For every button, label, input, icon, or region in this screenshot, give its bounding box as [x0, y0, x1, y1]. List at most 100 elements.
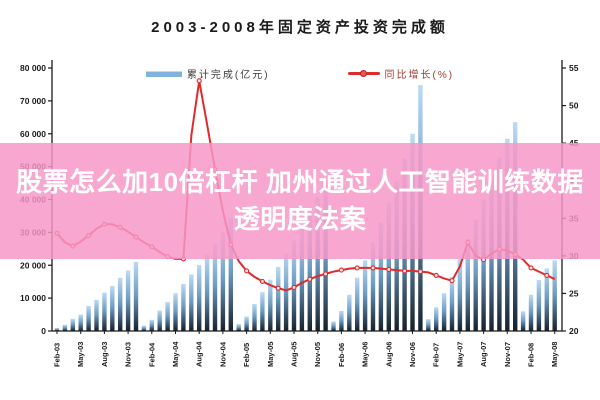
bar	[197, 264, 202, 331]
x-tick-label: Aug-05	[290, 342, 299, 367]
x-tick-label: Feb-04	[147, 342, 156, 367]
x-tick-label: Feb-08	[527, 343, 536, 367]
data-point-marker	[275, 285, 281, 291]
bar	[465, 238, 470, 331]
bar	[141, 325, 147, 331]
x-tick-label: May-07	[455, 342, 464, 367]
bar	[528, 294, 534, 331]
data-point-marker	[417, 269, 423, 275]
bar	[457, 258, 463, 331]
y-left-tick-label: 10 000	[20, 293, 46, 303]
bar	[426, 319, 431, 331]
data-point-marker	[544, 272, 550, 278]
legend-bar-label: 累计完成(亿元)	[186, 70, 270, 81]
x-tick-label: Nov-03	[124, 342, 133, 367]
x-tick-label: Aug-06	[384, 342, 393, 367]
data-point-marker	[196, 78, 202, 84]
bar-swatch-icon	[145, 70, 182, 77]
data-point-marker	[354, 265, 360, 271]
x-tick-label: Nov-06	[408, 342, 417, 367]
bar	[481, 199, 486, 331]
data-point-marker	[528, 265, 534, 271]
bar	[370, 242, 376, 331]
data-point-marker	[433, 272, 439, 278]
y-right-tick-label: 20	[569, 326, 579, 336]
y-right-tick-label: 50	[569, 101, 579, 111]
legend-item-line: 同比增长(%)	[347, 66, 455, 81]
bar	[362, 260, 368, 331]
bar	[54, 328, 60, 331]
bar	[536, 280, 542, 331]
chart-title: 2003-2008年固定资产投资完成额	[151, 19, 449, 36]
bar	[441, 293, 447, 331]
bar	[78, 314, 83, 331]
bar	[339, 310, 344, 331]
bar	[125, 270, 131, 331]
bar	[110, 286, 115, 331]
bar	[94, 299, 99, 331]
bar	[220, 232, 226, 331]
data-point-marker	[323, 271, 329, 277]
bar	[157, 310, 162, 331]
bar	[173, 293, 178, 331]
bar	[149, 319, 154, 331]
bar	[62, 324, 68, 331]
bar	[236, 324, 241, 331]
y-right-tick-label: 25	[569, 288, 579, 298]
headline-overlay: 股票怎么加10倍杠杆 加州通过人工智能训练数据 透明度法案	[0, 143, 600, 259]
x-tick-label: Aug-07	[479, 342, 488, 367]
legend-line-label: 同比增长(%)	[384, 70, 455, 81]
bar	[378, 222, 384, 331]
bar	[181, 284, 186, 331]
x-tick-label: Nov-05	[313, 342, 322, 367]
x-tick-label: May-08	[550, 342, 559, 367]
bar	[544, 268, 549, 331]
x-tick-label: Feb-05	[242, 343, 251, 367]
bar	[189, 274, 194, 331]
bar	[165, 302, 170, 331]
y-left-tick-label: 20 000	[20, 260, 46, 270]
y-left-tick-label: 0	[41, 326, 46, 336]
bar	[299, 226, 305, 331]
bar	[252, 304, 257, 331]
bar	[244, 316, 249, 331]
x-tick-label: May-04	[171, 341, 180, 367]
bar	[86, 306, 91, 331]
x-tick-label: Nov-07	[503, 342, 512, 367]
bar	[102, 292, 107, 331]
bar	[276, 266, 281, 331]
bar	[355, 277, 360, 331]
bar	[315, 196, 320, 331]
bar	[204, 255, 210, 331]
bar	[212, 244, 218, 331]
data-point-marker	[402, 268, 408, 274]
x-tick-label: Feb-07	[432, 343, 441, 367]
data-point-marker	[386, 266, 392, 272]
y-left-tick-label: 60 000	[20, 129, 46, 139]
bar	[434, 307, 439, 331]
bar	[118, 277, 123, 331]
line-swatch-icon	[347, 70, 380, 77]
bar	[347, 294, 352, 331]
bar	[268, 279, 273, 331]
chart-legend: 累计完成(亿元) 同比增长(%)	[0, 66, 600, 81]
x-tick-label: Aug-03	[100, 342, 109, 367]
data-point-marker	[338, 267, 344, 273]
x-axis: Feb-03 May-03 Aug-03 Nov-03 Feb-04 May-04 Aug-…	[53, 331, 559, 367]
bar	[473, 219, 478, 331]
headline-line-1: 股票怎么加10倍杠杆 加州通过人工智能训练数据	[16, 167, 584, 197]
legend-item-bars: 累计完成(亿元)	[145, 66, 270, 81]
x-tick-label: May-05	[266, 342, 275, 367]
data-point-marker	[244, 268, 250, 274]
x-tick-label: Aug-04	[195, 341, 204, 367]
y-left-tick-label: 70 000	[20, 96, 46, 106]
x-tick-label: May-03	[76, 342, 85, 367]
bar	[283, 253, 289, 331]
bar	[552, 260, 557, 331]
bar	[520, 311, 526, 331]
data-point-marker	[291, 284, 297, 290]
bar	[70, 318, 75, 331]
bar	[449, 276, 455, 331]
bar	[260, 292, 265, 331]
